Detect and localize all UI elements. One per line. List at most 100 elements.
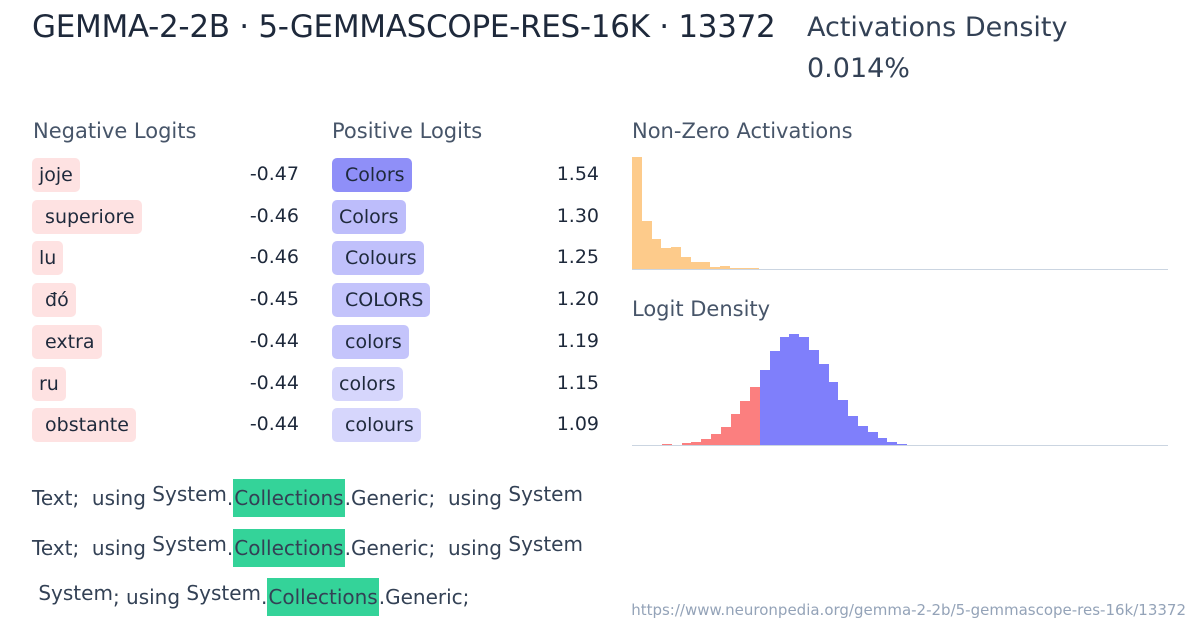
histogram-bar [739,267,750,269]
logit-value: 1.09 [556,413,599,436]
token-chip: colors [332,324,409,359]
logit-density-axis [632,445,1168,446]
token-chip: obstante [32,408,136,443]
histogram-bar [711,433,721,445]
token: using [435,536,509,560]
negative-logit-row: joje [32,158,80,192]
logit-value: 1.30 [556,204,599,227]
activations-density-value: 0.014% [807,53,910,84]
negative-logit-row: extra [32,324,102,359]
logit-value: -0.46 [249,246,299,269]
token-chip: superiore [32,199,142,234]
token: .Generic; [344,486,436,510]
token-chip: extra [32,324,102,359]
token-chip: ru [32,366,66,401]
token: using [79,486,153,510]
histogram-bar [690,262,701,269]
histogram-bar [720,427,731,445]
logit-value: -0.44 [249,329,299,352]
logit-value: -0.47 [249,163,299,185]
histogram-bar [681,442,692,445]
token-chip: Colors [332,199,406,234]
logit-value: 1.19 [556,329,599,352]
histogram-bar [730,267,740,269]
histogram-bar [740,400,751,445]
histogram-bar [671,246,681,269]
positive-logit-row: colors [332,324,409,359]
histogram-bar [662,443,672,445]
non-zero-activations-title: Non-Zero Activations [632,119,853,143]
logit-density-title: Logit Density [632,297,771,321]
histogram-bar [818,363,829,445]
histogram-bar [809,349,819,445]
logit-value: 1.20 [556,288,599,311]
positive-logit-row: colors [332,366,403,401]
token-chip: joje [32,158,80,192]
footer-url[interactable]: https://www.neuronpedia.org/gemma-2-2b/5… [631,601,1186,619]
logit-density-histogram [632,334,1168,445]
negative-logit-row: obstante [32,408,136,443]
token-chip: colours [332,408,421,443]
logit-value: -0.44 [249,371,299,394]
token-chip: Colours [332,241,424,276]
histogram-bar [838,399,849,445]
token: System [508,532,583,556]
token: .Generic; [344,536,436,560]
histogram-bar [710,266,721,269]
histogram-bar [897,443,907,445]
negative-logit-row: ru [32,366,66,401]
token: ; using [112,585,187,609]
histogram-bar [858,426,868,445]
token-chip: lu [32,241,64,276]
page-title: GEMMA-2-2B · 5-GEMMASCOPE-RES-16K · 1337… [32,9,776,45]
token: using [79,536,153,560]
histogram-bar [691,441,702,445]
negative-logit-row: superiore [32,199,142,234]
token: Text; [32,536,80,560]
negative-logits-heading: Negative Logits [33,119,197,143]
negative-logit-row: đó [32,283,76,318]
highlighted-token: Collections [233,479,345,517]
positive-logit-row: COLORS [332,283,431,318]
histogram-bar [681,256,691,269]
token: . [261,585,268,609]
logit-value: 1.15 [556,371,599,394]
activations-axis [632,269,1168,270]
histogram-bar [799,337,809,445]
token: Text; [32,486,80,510]
histogram-bar [749,267,760,269]
token: .Generic; [378,585,470,609]
activation-example[interactable]: Text; using System. Collections .Generic; … [32,529,583,567]
activations-density-label: Activations Density [807,12,1068,43]
token: System [152,532,227,556]
highlighted-token: Collections [267,578,379,616]
logit-value: -0.44 [249,413,299,436]
token: System [32,581,113,605]
activation-example[interactable]: Text; using System. Collections .Generic; … [32,479,583,517]
positive-logit-row: colours [332,408,421,443]
negative-logit-row: lu [32,241,64,276]
histogram-bar [760,369,770,445]
histogram-bar [632,157,642,269]
histogram-bar [867,431,878,445]
token: . [226,536,234,560]
histogram-bar [848,416,858,445]
histogram-bar [887,441,898,445]
logit-value: 1.25 [556,246,599,269]
positive-logit-row: Colors [332,199,406,234]
token: . [226,486,234,510]
token: System [186,581,262,605]
positive-logits-heading: Positive Logits [332,119,483,143]
histogram-bar [701,439,711,445]
histogram-bar [661,247,672,269]
activation-example[interactable]: System; using System. Collections .Generic… [32,578,469,616]
logit-value: 1.54 [556,163,599,185]
logit-value: -0.46 [249,204,299,227]
positive-logit-row: Colours [332,241,424,276]
histogram-bar [730,413,741,445]
token: using [435,486,509,510]
non-zero-activations-histogram [632,157,1168,269]
histogram-bar [779,337,790,445]
token-chip: đó [32,283,76,318]
token-chip: colors [332,366,403,401]
